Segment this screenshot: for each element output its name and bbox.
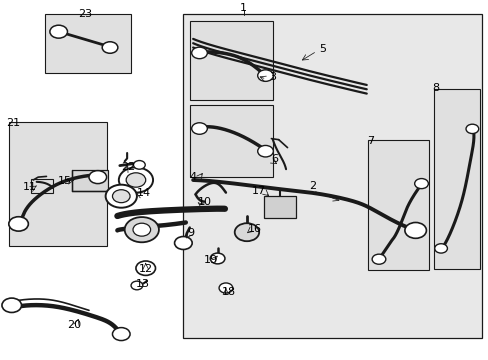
Text: 19: 19 [204, 255, 218, 265]
Circle shape [50, 25, 67, 38]
Circle shape [191, 123, 207, 134]
Text: 5: 5 [319, 44, 325, 54]
Text: 8: 8 [432, 83, 439, 93]
Text: 9: 9 [187, 228, 194, 238]
Circle shape [89, 171, 106, 184]
Bar [183, 14, 481, 338]
Bar [9, 122, 106, 246]
Text: 6: 6 [271, 154, 278, 164]
Circle shape [136, 261, 155, 275]
Circle shape [465, 124, 478, 134]
Circle shape [191, 47, 207, 59]
Circle shape [414, 179, 427, 189]
Bar [72, 170, 107, 191]
Text: 10: 10 [197, 197, 211, 207]
Bar [264, 196, 295, 218]
Text: 7: 7 [366, 136, 373, 147]
Circle shape [119, 167, 153, 193]
Bar [189, 105, 272, 177]
Text: 11: 11 [23, 182, 37, 192]
Text: 13: 13 [136, 279, 149, 289]
Text: 22: 22 [121, 162, 135, 172]
Circle shape [133, 161, 145, 169]
Text: 4: 4 [189, 172, 196, 182]
Circle shape [105, 185, 137, 208]
Circle shape [131, 281, 142, 290]
Circle shape [112, 328, 130, 341]
Text: 1: 1 [240, 3, 246, 13]
Text: 15: 15 [58, 176, 71, 186]
Bar [189, 21, 272, 100]
Circle shape [257, 145, 273, 157]
Circle shape [234, 223, 259, 241]
Text: 21: 21 [6, 118, 20, 128]
Circle shape [126, 173, 145, 187]
Text: 3: 3 [269, 72, 276, 82]
Circle shape [434, 244, 447, 253]
Circle shape [112, 190, 130, 203]
Circle shape [257, 70, 273, 81]
Circle shape [219, 283, 232, 293]
Text: 18: 18 [222, 287, 235, 297]
Text: 14: 14 [137, 188, 151, 198]
Bar [31, 179, 53, 193]
Text: 2: 2 [309, 181, 316, 192]
Text: 20: 20 [67, 320, 81, 330]
Bar [433, 89, 479, 269]
Circle shape [404, 222, 426, 238]
Circle shape [174, 237, 192, 249]
Text: 16: 16 [248, 224, 262, 234]
Text: 12: 12 [139, 264, 152, 274]
Circle shape [133, 223, 150, 236]
Circle shape [210, 253, 224, 264]
Text: 23: 23 [79, 9, 92, 19]
Bar [367, 140, 428, 270]
Circle shape [124, 217, 159, 242]
Circle shape [102, 42, 118, 53]
Text: 17: 17 [252, 186, 265, 196]
Circle shape [2, 298, 21, 312]
Bar [45, 14, 131, 73]
Circle shape [9, 217, 28, 231]
Circle shape [371, 254, 385, 264]
